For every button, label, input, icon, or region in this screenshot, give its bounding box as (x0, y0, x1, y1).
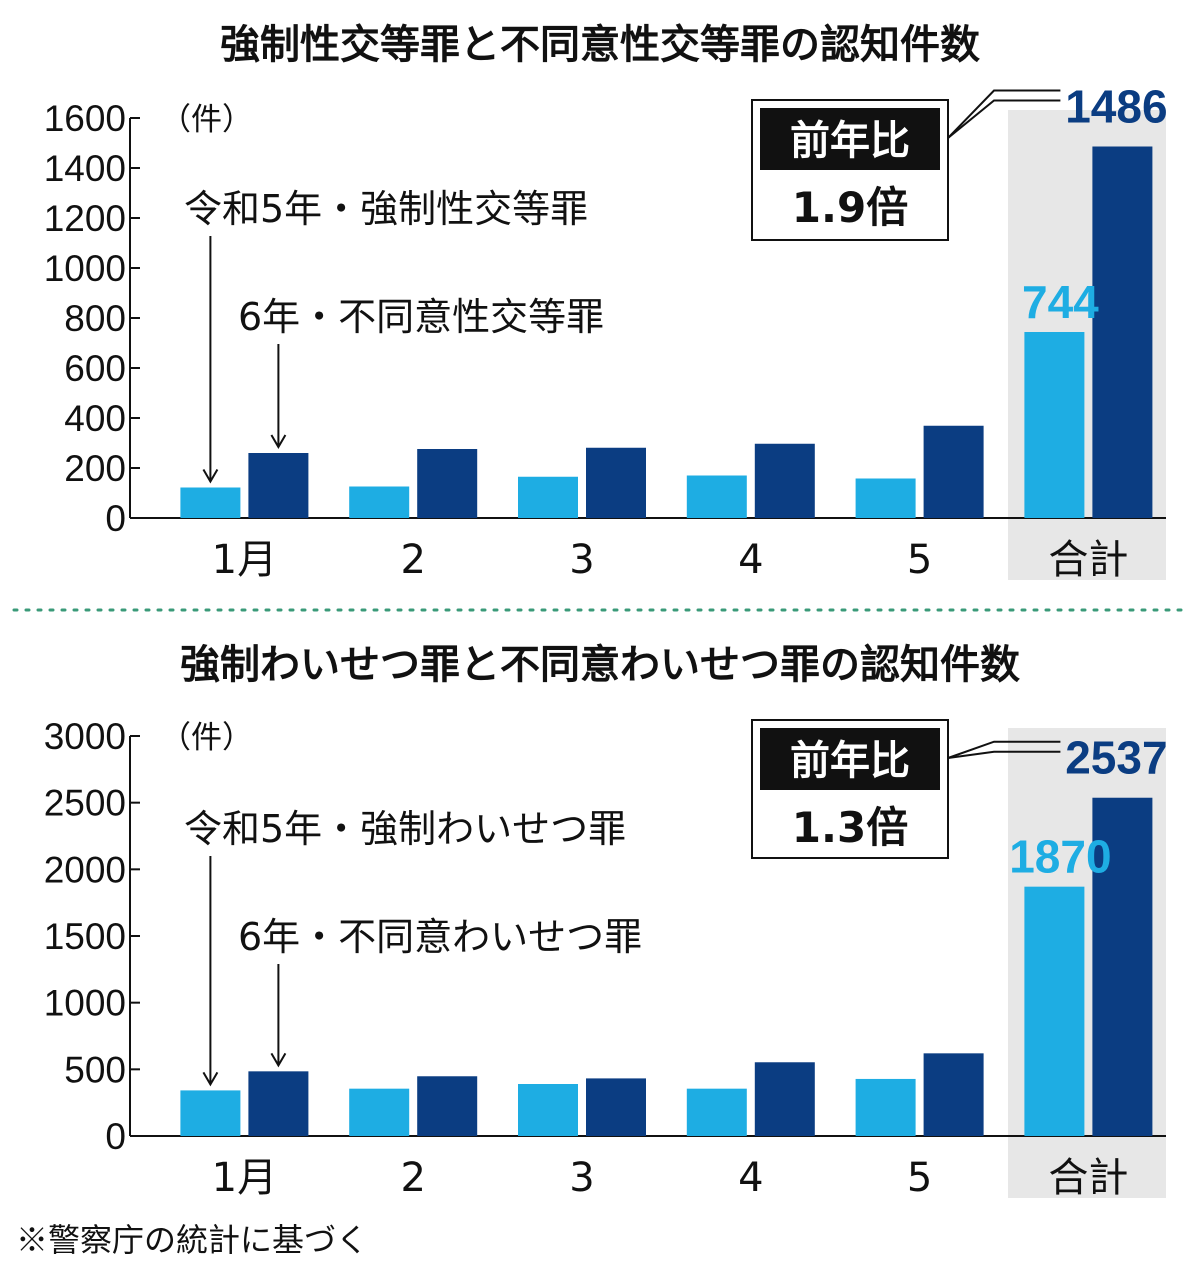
ratio-value: 1.3倍 (792, 803, 908, 852)
ratio-connector (947, 89, 1061, 139)
arrowhead-2023 (202, 1071, 219, 1087)
arrowhead-2024 (270, 1052, 287, 1068)
arrowhead-2023 (202, 468, 219, 484)
y-tick-label: 0 (105, 498, 126, 539)
bar-2024 (1092, 797, 1153, 1136)
y-tick-label: 1000 (44, 248, 126, 289)
y-tick-label: 800 (64, 298, 126, 339)
series-annotation-2023: 令和5年・強制性交等罪 (184, 187, 588, 231)
x-category-label: 4 (738, 1155, 763, 1201)
y-tick-label: 1600 (44, 98, 126, 139)
footnote-area: ※警察庁の統計に基づく (16, 1221, 368, 1259)
y-tick-label: 600 (64, 348, 126, 389)
bar-2023 (518, 476, 578, 518)
x-category-label: 1月 (212, 537, 277, 583)
chart-title: 強制性交等罪と不同意性交等罪の認知件数 (220, 22, 980, 68)
bar-2024 (586, 447, 646, 518)
total-value-2024: 1486 (1065, 81, 1167, 133)
ratio-connector (947, 740, 1061, 759)
bar-2023 (1024, 886, 1085, 1136)
bar-2023 (518, 1084, 578, 1136)
y-tick-label: 1000 (44, 983, 126, 1024)
bar-2023 (180, 1090, 241, 1136)
chart-title: 強制わいせつ罪と不同意わいせつ罪の認知件数 (180, 642, 1020, 688)
ratio-label: 前年比 (790, 118, 910, 164)
ratio-label-bg (760, 728, 940, 790)
x-category-label: 4 (738, 537, 763, 583)
y-tick-label: 500 (64, 1049, 126, 1090)
chart-rape-offenses: 強制性交等罪と不同意性交等罪の認知件数 0 200 400 600 800 1000 1200… (44, 22, 1168, 583)
y-tick-label: 2000 (44, 849, 126, 890)
footnote: ※警察庁の統計に基づく (16, 1221, 368, 1259)
y-axis-unit: （件） (160, 720, 253, 756)
bar-2024 (923, 1053, 984, 1136)
y-tick-label: 1500 (44, 916, 126, 957)
bar-2024 (1092, 146, 1153, 518)
series-annotation-2024: 6年・不同意性交等罪 (238, 295, 604, 339)
section-separator (12, 608, 1192, 612)
series-annotation-2023: 令和5年・強制わいせつ罪 (184, 807, 626, 851)
x-category-label: 2 (400, 537, 425, 583)
bar-2023 (180, 487, 241, 518)
bar-2023 (855, 1078, 916, 1136)
series-annotation-2024: 6年・不同意わいせつ罪 (238, 915, 642, 959)
bar-2024 (754, 1062, 815, 1136)
x-category-label: 3 (569, 1155, 594, 1201)
bar-2024 (248, 453, 309, 518)
y-tick-label: 3000 (44, 716, 126, 757)
ratio-label-bg (760, 108, 940, 170)
total-value-2023: 1870 (1009, 831, 1111, 883)
x-category-label: 1月 (212, 1155, 277, 1201)
bar-2024 (248, 1071, 309, 1136)
bar-2024 (923, 425, 984, 518)
bar-2023 (349, 486, 410, 518)
y-tick-label: 1200 (44, 198, 126, 239)
y-tick-label: 2500 (44, 783, 126, 824)
bar-2023 (686, 475, 747, 518)
bar-2024 (754, 443, 815, 518)
bar-2023 (686, 1088, 747, 1136)
bar-2023 (855, 478, 916, 518)
total-value-2024: 2537 (1065, 732, 1167, 784)
y-tick-label: 1400 (44, 148, 126, 189)
y-axis-unit: （件） (160, 102, 253, 138)
x-category-label: 合計 (1048, 1155, 1128, 1201)
x-category-label: 5 (907, 1155, 932, 1201)
ratio-label: 前年比 (790, 738, 910, 784)
ratio-value: 1.9倍 (792, 183, 908, 232)
ratio-connector (947, 99, 1061, 139)
bar-2023 (1024, 332, 1085, 518)
bar-2024 (417, 1076, 478, 1136)
bar-2023 (349, 1088, 410, 1136)
x-category-label: 5 (907, 537, 932, 583)
y-tick-label: 200 (64, 448, 126, 489)
y-tick-label: 400 (64, 398, 126, 439)
x-category-label: 3 (569, 537, 594, 583)
total-value-2023: 744 (1022, 276, 1099, 328)
x-category-label: 合計 (1048, 537, 1128, 583)
bar-2024 (417, 449, 478, 518)
arrowhead-2024 (270, 434, 287, 449)
ratio-connector (947, 750, 1061, 759)
y-tick-label: 0 (105, 1116, 126, 1157)
bar-2024 (586, 1078, 646, 1136)
chart-indecent-assault: 強制わいせつ罪と不同意わいせつ罪の認知件数 0 500 1000 1500 2000 250… (44, 642, 1168, 1201)
x-category-label: 2 (400, 1155, 425, 1201)
